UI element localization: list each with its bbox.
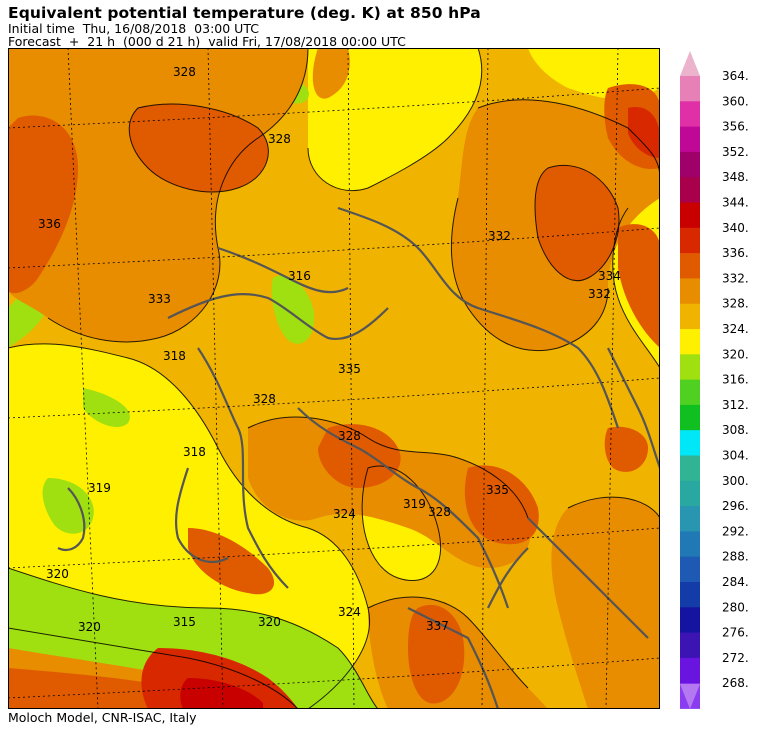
- colorbar-segment: [680, 455, 700, 482]
- colorbar-tick-label: 336.: [722, 246, 749, 260]
- field-320-south-band: [8, 568, 378, 709]
- contour-label: 334: [598, 269, 621, 283]
- colorbar-tick-label: 316.: [722, 373, 749, 387]
- colorbar-tick-label: 308.: [722, 423, 749, 437]
- header: Equivalent potential temperature (deg. K…: [8, 4, 481, 49]
- field-320-west-spot: [83, 388, 130, 428]
- colorbar-tick-label: 300.: [722, 474, 749, 488]
- colorbar-segment: [680, 76, 700, 102]
- contour-label: 333: [148, 292, 171, 306]
- colorbar-tick-label: 280.: [722, 600, 749, 614]
- colorbar-segment: [680, 354, 700, 380]
- colorbar-segment: [680, 278, 700, 305]
- field-336-sw: [188, 528, 275, 595]
- colorbar-tick-label: 324.: [722, 322, 749, 336]
- colorbar-tick-label: 272.: [722, 651, 749, 665]
- field-336-ne-band: [618, 224, 660, 348]
- colorbar-tick-label: 296.: [722, 499, 749, 513]
- contour-label: 320: [46, 567, 69, 581]
- contour-label: 319: [403, 497, 426, 511]
- colorbar-segment: [680, 632, 700, 659]
- field-344-sw: [180, 678, 263, 709]
- colorbar-segment: [680, 506, 700, 532]
- colorbar-segment: [680, 329, 700, 355]
- colorbar-segment: [680, 303, 700, 330]
- model-credit: Moloch Model, CNR-ISAC, Italy: [8, 710, 197, 725]
- colorbar-tick-label: 348.: [722, 170, 749, 184]
- theta-e-map: 328 328 336 316 333 318 328 335 332 334 …: [8, 48, 660, 709]
- colorbar-tick-label: 288.: [722, 550, 749, 564]
- contour-label: 320: [78, 620, 101, 634]
- contour-label: 328: [428, 505, 451, 519]
- colorbar-top-triangle: [680, 51, 700, 76]
- contour-label: 328: [338, 429, 361, 443]
- colorbar-tick-label: 276.: [722, 626, 749, 640]
- colorbar-tick-label: 360.: [722, 94, 749, 108]
- forecast-time: Forecast + 21 h (000 d 21 h) valid Fri, …: [8, 34, 406, 49]
- colorbar-bottom-triangle: [680, 684, 700, 709]
- colorbar-tick-label: 312.: [722, 398, 749, 412]
- contour-label: 318: [163, 349, 186, 363]
- colorbar-tick-label: 268.: [722, 676, 749, 690]
- contour-label: 324: [333, 507, 356, 521]
- colorbar-segment: [680, 582, 700, 608]
- colorbar-segment: [680, 126, 700, 153]
- field-336-nw: [8, 115, 78, 294]
- colorbar-segment: [680, 607, 700, 633]
- initial-time: Initial time Thu, 16/08/2018 03:00 UTC: [8, 20, 259, 36]
- colorbar-segment: [680, 253, 700, 279]
- colorbar-tick-label: 320.: [722, 347, 749, 361]
- field-336-e-spot: [604, 426, 648, 472]
- colorbar-tick-label: 340.: [722, 221, 749, 235]
- field-320-sardinia: [42, 478, 94, 534]
- colorbar-segment: [680, 202, 700, 229]
- field-324-north: [308, 48, 482, 191]
- contour-label: 318: [183, 445, 206, 459]
- contour-label: 319: [88, 481, 111, 495]
- colorbar-tick-label: 292.: [722, 524, 749, 538]
- colorbar-segment: [680, 480, 700, 507]
- colorbar-tick-label: 332.: [722, 271, 749, 285]
- colorbar-tick-label: 352.: [722, 145, 749, 159]
- contour-label: 336: [38, 217, 61, 231]
- colorbar-tick-label: 364.: [722, 69, 749, 83]
- contour-label: 328: [253, 392, 276, 406]
- contour-label: 337: [426, 619, 449, 633]
- colorbar-segment: [680, 404, 700, 431]
- colorbar-tick-label: 304.: [722, 449, 749, 463]
- field-332-north: [312, 48, 350, 99]
- contour-label: 316: [288, 269, 311, 283]
- contour-label: 324: [338, 605, 361, 619]
- contour-label: 328: [268, 132, 291, 146]
- contour-label: 320: [258, 615, 281, 629]
- contour-label: 332: [588, 287, 611, 301]
- colorbar-segment: [680, 430, 700, 456]
- colorbar-tick-label: 284.: [722, 575, 749, 589]
- contour-label: 335: [338, 362, 361, 376]
- colorbar-segment: [680, 151, 700, 178]
- contour-label: 335: [486, 483, 509, 497]
- field-336-north: [129, 104, 269, 192]
- colorbar-segment: [680, 101, 700, 127]
- field-320-alps: [271, 275, 315, 344]
- contour-label: 328: [173, 65, 196, 79]
- map-title: Equivalent potential temperature (deg. K…: [8, 4, 481, 22]
- colorbar-segment: [680, 227, 700, 254]
- colorbar-tick-label: 328.: [722, 297, 749, 311]
- colorbar-segment: [680, 556, 700, 583]
- contour-label: 315: [173, 615, 196, 629]
- field-336-centre: [318, 424, 401, 488]
- colorbar-segment: [680, 177, 700, 203]
- field-336-ne: [535, 165, 619, 281]
- field-332-centre: [248, 417, 531, 568]
- colorbar: 364. 360. 356. 352. 348. 344. 340. 336. 332. 328.…: [680, 51, 749, 709]
- colorbar-tick-label: 344.: [722, 196, 749, 210]
- field-332-se: [551, 497, 660, 709]
- field-340-ne: [628, 107, 660, 158]
- colorbar-segment: [680, 657, 700, 684]
- colorbar-tick-label: 356.: [722, 120, 749, 134]
- colorbar-segment: [680, 379, 700, 406]
- colorbar-segment: [680, 531, 700, 558]
- contour-label: 332: [488, 229, 511, 243]
